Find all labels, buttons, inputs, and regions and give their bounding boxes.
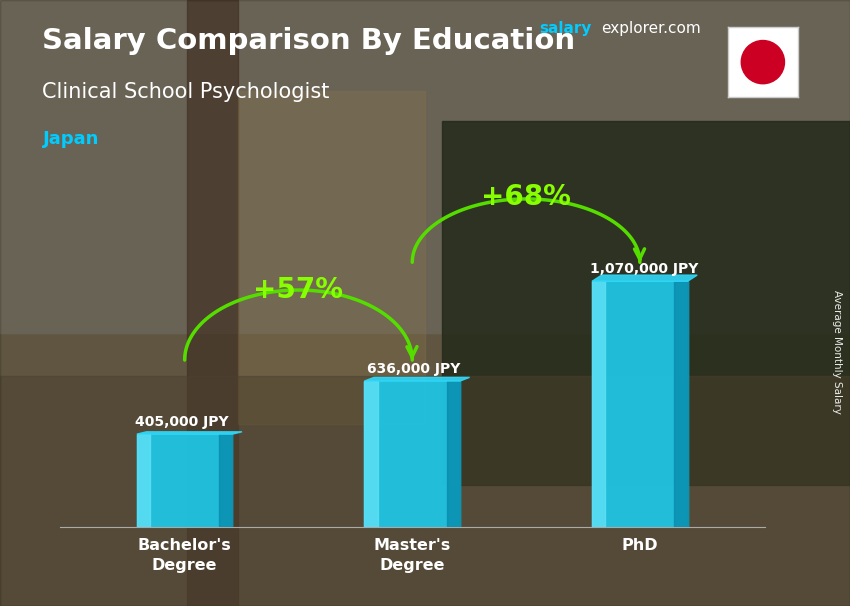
Text: 1,070,000 JPY: 1,070,000 JPY [590, 262, 698, 276]
Bar [365, 381, 378, 527]
Polygon shape [137, 432, 242, 434]
Text: +68%: +68% [481, 183, 571, 211]
Polygon shape [592, 275, 697, 281]
Text: Japan: Japan [42, 130, 99, 148]
Bar [446, 381, 460, 527]
Bar [187, 0, 238, 606]
Bar [0, 333, 850, 606]
Text: Clinical School Psychologist: Clinical School Psychologist [42, 82, 330, 102]
Bar [238, 91, 425, 424]
Polygon shape [365, 378, 469, 381]
Text: Salary Comparison By Education: Salary Comparison By Education [42, 27, 575, 55]
Bar [442, 121, 850, 485]
Bar [137, 434, 150, 527]
Text: Average Monthly Salary: Average Monthly Salary [832, 290, 842, 413]
Bar [674, 281, 688, 527]
Bar [137, 434, 232, 527]
Text: explorer.com: explorer.com [601, 21, 700, 36]
Text: salary: salary [540, 21, 592, 36]
Text: 636,000 JPY: 636,000 JPY [366, 362, 460, 376]
Bar [219, 434, 232, 527]
Bar [365, 381, 460, 527]
Bar [592, 281, 605, 527]
Text: 405,000 JPY: 405,000 JPY [134, 415, 229, 429]
Bar [592, 281, 688, 527]
Bar [0, 376, 850, 606]
Bar [0, 0, 850, 333]
Circle shape [741, 41, 785, 84]
Text: +57%: +57% [253, 276, 343, 304]
